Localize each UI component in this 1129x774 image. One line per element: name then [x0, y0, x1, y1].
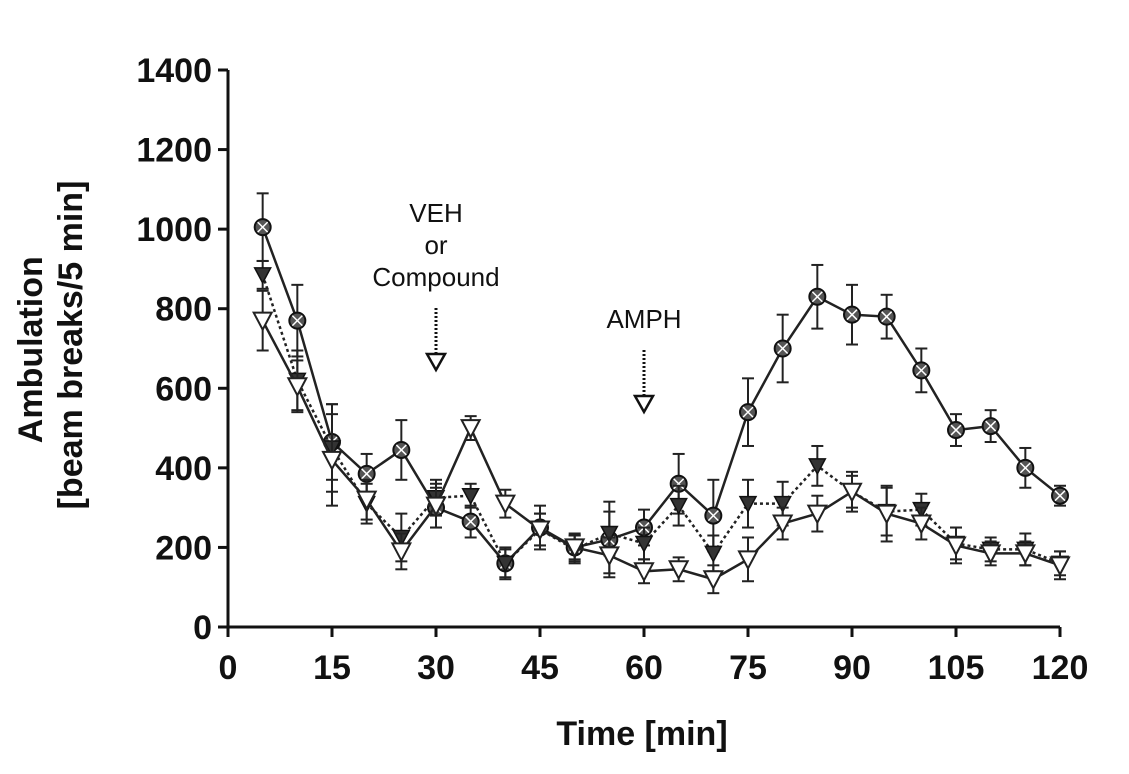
y-axis-title-line1: Ambulation: [12, 256, 50, 443]
annotation-2: AMPH: [606, 304, 681, 412]
x-tick: 60: [625, 627, 663, 687]
y-axis-title: Ambulation [beam breaks/5 min]: [12, 181, 90, 510]
x-tick: 90: [833, 627, 871, 687]
data-point: [705, 508, 721, 524]
data-point: [636, 536, 652, 551]
y-tick: 1000: [136, 211, 228, 249]
y-ticks: 0 200 400 600 800 1000 1200 1400: [136, 52, 228, 647]
data-point: [740, 497, 756, 512]
x-tick-label: 60: [625, 649, 663, 687]
series-1: [255, 193, 1068, 577]
axes: 0 200 400 600 800 1000 1200 1400 0 15 30 45 60 75 90 1…: [136, 52, 1088, 687]
y-tick-label: 800: [155, 291, 212, 329]
annotations: VEHorCompound AMPH: [372, 198, 681, 412]
data-point: [808, 506, 826, 523]
x-tick-label: 15: [313, 649, 351, 687]
x-tick: 75: [729, 627, 767, 687]
data-point: [740, 404, 756, 420]
data-point: [948, 422, 964, 438]
series-3: [254, 291, 1069, 593]
data-point: [809, 459, 825, 474]
annotation-1: VEHorCompound: [372, 198, 499, 370]
data-point: [1051, 557, 1069, 574]
data-point: [843, 484, 861, 501]
data-point: [705, 546, 721, 561]
data-point: [913, 362, 929, 378]
x-axis-title: Time [min]: [556, 715, 727, 753]
y-tick: 1400: [136, 52, 228, 90]
data-point: [1017, 460, 1033, 476]
y-tick-label: 600: [155, 370, 212, 408]
x-tick: 45: [521, 627, 559, 687]
data-point: [392, 543, 410, 560]
x-tick-label: 0: [219, 649, 238, 687]
x-tick: 30: [417, 627, 455, 687]
x-tick-label: 105: [928, 649, 985, 687]
data-point: [878, 506, 896, 523]
y-axis-title-line2: [beam breaks/5 min]: [52, 181, 90, 510]
y-tick: 800: [155, 291, 228, 329]
data-point: [254, 313, 272, 330]
x-tick-label: 75: [729, 649, 767, 687]
x-tick-label: 120: [1032, 649, 1089, 687]
y-tick-label: 1400: [136, 52, 212, 90]
x-tick: 0: [219, 627, 238, 687]
annotation-text: AMPH: [606, 304, 681, 334]
y-tick: 600: [155, 370, 228, 408]
data-point: [288, 378, 306, 395]
data-point: [704, 571, 722, 588]
x-ticks: 0 15 30 45 60 75 90 105 120: [219, 627, 1089, 687]
arrow-head-icon: [635, 396, 653, 412]
y-tick: 0: [193, 609, 228, 647]
data-point: [255, 268, 271, 283]
arrow-head-icon: [427, 354, 445, 370]
data-point: [1052, 488, 1068, 504]
annotation-text: Compound: [372, 262, 499, 292]
data-point: [739, 551, 757, 568]
x-tick: 120: [1032, 627, 1089, 687]
x-tick-label: 90: [833, 649, 871, 687]
x-tick: 105: [928, 627, 985, 687]
data-point: [809, 289, 825, 305]
data-point: [912, 516, 930, 533]
data-point: [775, 341, 791, 357]
annotation-text: VEH: [409, 198, 462, 228]
data-point: [462, 420, 480, 437]
x-tick-label: 30: [417, 649, 455, 687]
y-tick-label: 0: [193, 609, 212, 647]
series-line: [263, 321, 1060, 580]
y-tick-label: 400: [155, 450, 212, 488]
data-point: [289, 313, 305, 329]
data-point: [844, 307, 860, 323]
x-tick: 15: [313, 627, 351, 687]
y-tick-label: 200: [155, 529, 212, 567]
data-point: [496, 496, 514, 513]
y-tick-label: 1200: [136, 132, 212, 170]
y-tick: 400: [155, 450, 228, 488]
data-point: [463, 514, 479, 530]
y-tick: 200: [155, 529, 228, 567]
data-point: [879, 309, 895, 325]
data-point: [463, 489, 479, 504]
x-tick-label: 45: [521, 649, 559, 687]
data-point: [983, 418, 999, 434]
annotation-text: or: [424, 230, 447, 260]
data-point: [393, 442, 409, 458]
y-tick-label: 1000: [136, 211, 212, 249]
data-point: [600, 547, 618, 564]
y-tick: 1200: [136, 132, 228, 170]
data-point: [255, 219, 271, 235]
plot-area: [254, 193, 1069, 593]
